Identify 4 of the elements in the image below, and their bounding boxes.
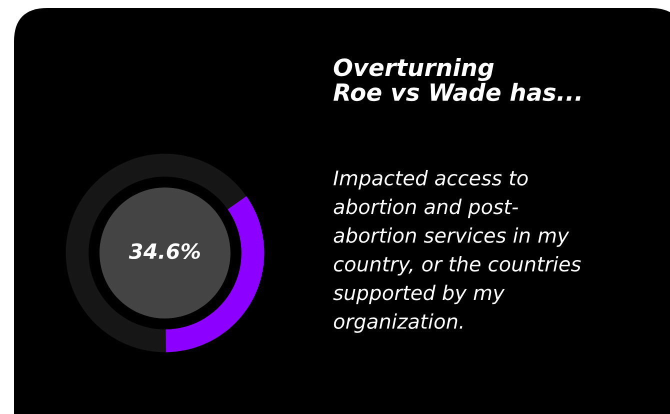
donut-slice [66, 154, 246, 352]
text: Impacted access to abortion and post- abortion services in my country, or the countries supported by my organization. [333, 170, 581, 333]
text: 34.6% [128, 243, 200, 260]
text: Overturning Roe vs Wade has... [333, 58, 580, 102]
